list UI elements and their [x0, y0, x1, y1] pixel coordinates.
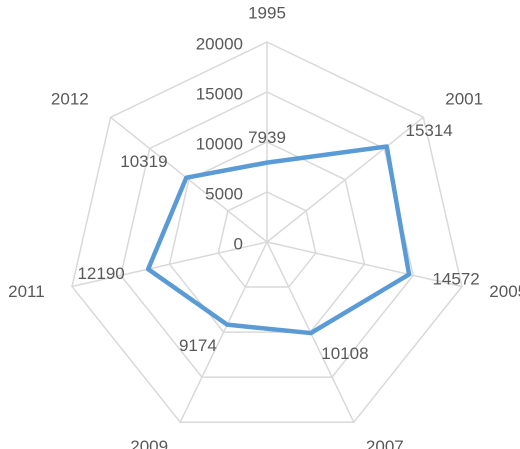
category-label: 2001 — [445, 89, 483, 108]
category-label: 2012 — [51, 89, 89, 108]
data-label: 12190 — [77, 264, 124, 283]
spoke — [110, 116, 268, 243]
spoke — [266, 116, 424, 243]
data-label: 9174 — [179, 336, 217, 355]
data-label: 14572 — [432, 269, 479, 288]
category-label: 2009 — [130, 437, 168, 449]
data-label: 7939 — [248, 128, 286, 147]
spoke — [71, 241, 268, 288]
data-label: 10108 — [321, 344, 368, 363]
category-label: 2005 — [489, 282, 520, 301]
r-tick-label: 0 — [234, 234, 243, 253]
category-label: 2007 — [366, 437, 404, 449]
grid-ring — [71, 41, 463, 423]
r-tick-label: 10000 — [196, 134, 243, 153]
data-label: 10319 — [120, 152, 167, 171]
r-tick-label: 20000 — [196, 34, 243, 53]
spoke — [266, 241, 463, 288]
r-tick-label: 15000 — [196, 84, 243, 103]
category-label: 2011 — [8, 282, 45, 301]
spoke — [179, 241, 268, 423]
category-label: 1995 — [248, 3, 286, 22]
grid-ring — [168, 141, 366, 333]
data-label: 15314 — [405, 121, 452, 140]
grid-ring — [217, 191, 317, 288]
r-tick-label: 5000 — [205, 184, 243, 203]
series-line — [145, 144, 412, 336]
